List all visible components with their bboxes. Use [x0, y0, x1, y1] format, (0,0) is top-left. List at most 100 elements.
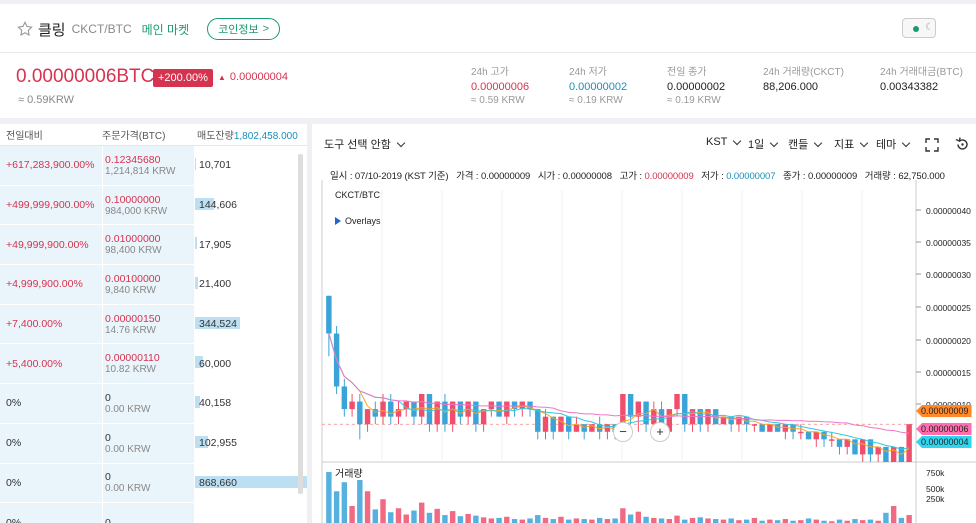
volume-bar: [457, 516, 464, 523]
volume-bar: [829, 521, 835, 523]
candle-body: [364, 409, 371, 425]
theme-label: 테마: [876, 139, 897, 151]
orderbook-row[interactable]: +4,999,900.00% 0.00100000 9,840 KRW 21,400: [0, 265, 307, 305]
orderbook-row[interactable]: 0% 0: [0, 503, 307, 523]
reset-icon[interactable]: [955, 137, 970, 152]
chart-type-dropdown[interactable]: 캔들: [788, 136, 823, 152]
volume-bar: [852, 519, 858, 523]
orderbook-row[interactable]: +7,400.00% 0.00000150 14.76 KRW 344,524: [0, 304, 307, 345]
fullscreen-icon[interactable]: [925, 138, 939, 152]
volume-bar: [798, 520, 804, 523]
timezone-label: KST: [706, 136, 728, 148]
volume-bar: [612, 518, 618, 523]
candle-body: [542, 416, 549, 432]
volume-bar: [759, 520, 765, 523]
coin-name: 클링: [38, 21, 66, 39]
orderbook-row[interactable]: +5,400.00% 0.00000110 10.82 KRW 60,000: [0, 344, 307, 385]
price-tag: 0.00000006: [916, 423, 972, 435]
theme-dropdown[interactable]: 테마: [876, 136, 911, 152]
zoom-in-button[interactable]: +: [650, 422, 670, 442]
ohlc-price: 0.00000009: [481, 171, 531, 182]
volume-bar: [473, 515, 479, 523]
row-price-cell: 0.12345680 1,214,814 KRW: [103, 146, 195, 185]
row-price-cell: 0.10000000 984,000 KRW: [103, 185, 195, 225]
row-change: +7,400.00%: [0, 304, 103, 344]
volume-bar: [813, 519, 819, 523]
candle-body: [852, 439, 858, 455]
orderbook-scrollbar[interactable]: [298, 154, 303, 494]
candle-body: [666, 409, 672, 432]
coin-title-row: 클링 CKCT/BTC 메인 마켓 코인정보 >: [16, 18, 281, 40]
up-arrow-icon: ▲: [218, 73, 226, 82]
row-krw: 98,400 KRW: [105, 245, 162, 257]
tool-select-label: 도구 선택 안함: [324, 139, 391, 151]
orderbook-row[interactable]: +49,999,900.00% 0.01000000 98,400 KRW 17,90…: [0, 225, 307, 266]
orderbook-row[interactable]: +499,999,900.00% 0.10000000 984,000 KRW 144…: [0, 185, 307, 226]
indicator-dropdown[interactable]: 지표: [834, 136, 869, 152]
timezone-dropdown[interactable]: KST: [706, 136, 742, 148]
row-change: 0%: [0, 463, 103, 503]
orderbook-row[interactable]: +617,283,900.00% 0.12345680 1,214,814 KRW 1…: [0, 146, 307, 186]
ohlc-close: 0.00000009: [807, 171, 858, 182]
header-divider: [0, 52, 976, 53]
orderbook-row[interactable]: 0% 0 0.00 KRW 868,660: [0, 463, 307, 504]
orderbook-row[interactable]: 0% 0 0.00 KRW 102,955: [0, 423, 307, 464]
interval-dropdown[interactable]: 1일: [748, 136, 779, 152]
row-price: 0: [105, 471, 111, 484]
row-price-cell: 0 0.00 KRW: [103, 463, 195, 503]
volume-bar: [449, 511, 456, 523]
candle-body: [720, 416, 727, 425]
row-qty-cell: [195, 503, 307, 523]
overlays-toggle[interactable]: Overlays: [335, 216, 381, 226]
stat-value: 88,206.000: [763, 81, 819, 93]
row-change: +499,999,900.00%: [0, 185, 103, 225]
row-krw: 0.00 KRW: [105, 443, 151, 455]
coin-info-button[interactable]: 코인정보 >: [207, 18, 281, 40]
zoom-out-button[interactable]: −: [613, 422, 633, 442]
open-label: 시가 :: [537, 171, 563, 182]
row-price-cell: 0.00000110 10.82 KRW: [103, 344, 195, 384]
candle-body: [573, 424, 580, 432]
candle-body: [890, 446, 897, 462]
candle-body: [736, 416, 742, 425]
row-change: 0%: [0, 384, 103, 423]
favorite-star-icon[interactable]: [16, 20, 34, 38]
row-krw: 0.00 KRW: [105, 483, 151, 495]
candle-body: [372, 409, 378, 417]
row-krw: 9,840 KRW: [105, 284, 156, 296]
row-krw: 984,000 KRW: [105, 205, 168, 217]
row-price-cell: 0.00100000 9,840 KRW: [103, 265, 195, 304]
row-krw: 0.00 KRW: [105, 403, 151, 415]
candle-body: [658, 409, 665, 432]
tool-select-dropdown[interactable]: 도구 선택 안함: [324, 136, 406, 152]
candle-body: [581, 424, 587, 432]
qty-bar: [195, 237, 198, 250]
low-label: 저가 :: [701, 171, 727, 182]
row-qty-cell: 144,606: [195, 185, 307, 225]
volume-bar: [898, 517, 905, 523]
volume-bar: [434, 508, 440, 523]
candlestick-chart[interactable]: [312, 124, 976, 523]
volume-bar: [511, 519, 518, 523]
candle-body: [550, 416, 556, 432]
stat-24h-high: 24h 고가 0.00000006 ≈ 0.59 KRW: [471, 63, 529, 106]
volume-bar: [821, 520, 827, 523]
volume-bar: [504, 516, 510, 523]
date-label: 일시 :: [330, 171, 355, 182]
orderbook-row[interactable]: 0% 0 0.00 KRW 40,158: [0, 384, 307, 424]
volume-bar: [767, 519, 773, 523]
volume-bar: [867, 519, 874, 523]
row-krw: 10.82 KRW: [105, 364, 156, 376]
volume-bar: [782, 519, 789, 523]
candle-body: [813, 431, 819, 440]
stat-sub: ≈ 0.19 KRW: [569, 95, 623, 106]
stat-sub: ≈ 0.19 KRW: [667, 95, 721, 106]
candle-body: [643, 401, 649, 425]
change-percent-badge: +200.00%: [153, 69, 213, 87]
header-qty-total: 1,802,458.000: [233, 131, 298, 142]
theme-toggle[interactable]: ☾: [902, 18, 936, 38]
candle-body: [844, 439, 850, 447]
moon-icon: ☾: [925, 22, 934, 33]
volume-bar: [372, 509, 378, 523]
row-qty-cell: 102,955: [195, 423, 307, 463]
